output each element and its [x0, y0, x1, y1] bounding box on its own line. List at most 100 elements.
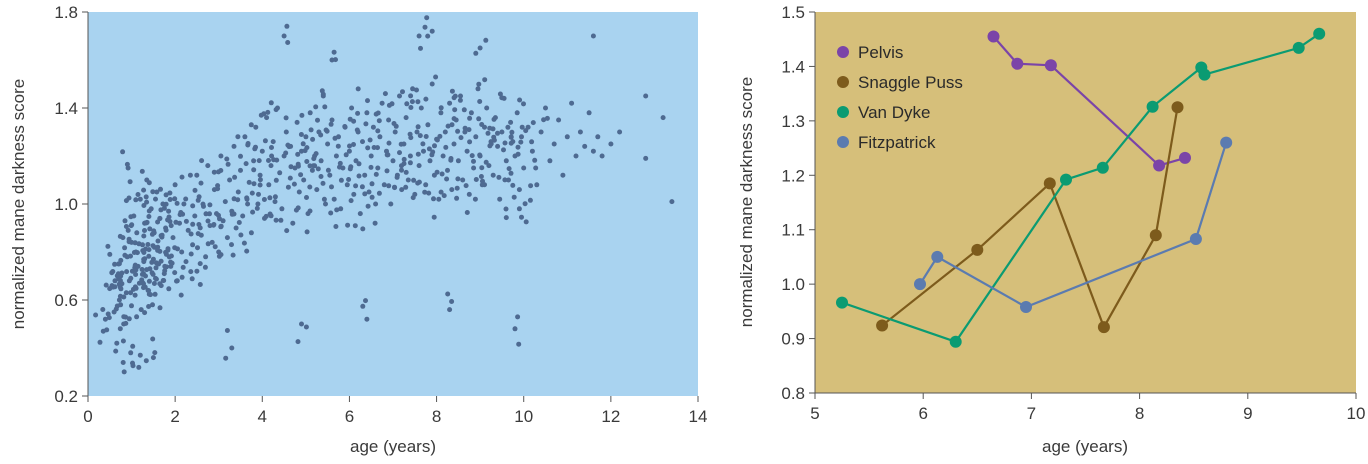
scatter-point: [109, 270, 115, 276]
scatter-point: [527, 197, 533, 203]
line-y-tick-label: 0.8: [781, 384, 805, 403]
scatter-point: [190, 203, 196, 209]
scatter-point: [257, 177, 263, 183]
scatter-point: [113, 348, 119, 354]
scatter-point: [298, 172, 304, 178]
scatter-point: [503, 206, 509, 212]
scatter-point: [170, 235, 176, 241]
scatter-x-tick-label: 4: [258, 407, 267, 426]
scatter-point: [355, 86, 361, 92]
series-point-van-dyke: [1313, 27, 1326, 40]
line-x-tick-label: 6: [918, 404, 927, 423]
scatter-point: [449, 187, 455, 193]
scatter-point: [515, 144, 521, 150]
scatter-point: [218, 153, 224, 159]
scatter-point: [496, 174, 502, 180]
scatter-point: [174, 200, 180, 206]
scatter-point: [502, 177, 508, 183]
scatter-point: [146, 247, 152, 253]
scatter-point: [369, 181, 375, 187]
scatter-x-tick-label: 10: [514, 407, 533, 426]
scatter-point: [371, 145, 377, 150]
scatter-point: [392, 185, 398, 191]
scatter-point: [415, 180, 421, 186]
scatter-point: [411, 177, 417, 183]
scatter-point: [430, 149, 436, 155]
scatter-point: [410, 86, 416, 92]
scatter-point: [375, 165, 381, 171]
scatter-axes: 0 2 4 6 8 10 12 14 0.2 0.6 1.0 1.4 1.8: [54, 3, 707, 426]
scatter-point: [251, 158, 257, 164]
scatter-point: [643, 93, 649, 99]
scatter-point: [447, 307, 453, 313]
scatter-point: [150, 189, 156, 195]
scatter-point: [464, 148, 470, 154]
scatter-point: [150, 336, 156, 342]
scatter-point: [180, 264, 186, 270]
scatter-point: [200, 201, 206, 207]
scatter-point: [410, 195, 416, 201]
scatter-point: [437, 133, 443, 139]
scatter-point: [364, 110, 370, 116]
scatter-point: [403, 184, 409, 190]
scatter-point: [512, 326, 518, 332]
scatter-point: [248, 122, 254, 128]
scatter-point: [153, 276, 159, 282]
scatter-point: [556, 117, 562, 123]
scatter-point: [372, 220, 378, 226]
scatter-point: [295, 151, 301, 157]
scatter-point: [477, 99, 483, 104]
scatter-point: [488, 141, 494, 147]
scatter-point: [455, 176, 461, 182]
scatter-point: [142, 310, 148, 316]
scatter-point: [304, 145, 310, 151]
scatter-point: [432, 143, 437, 149]
scatter-point: [522, 201, 528, 207]
scatter-point: [163, 201, 169, 207]
scatter-point: [478, 174, 484, 179]
scatter-x-tick-label: 6: [345, 407, 354, 426]
scatter-point: [231, 143, 237, 149]
scatter-point: [121, 369, 127, 375]
scatter-point: [307, 208, 313, 214]
scatter-point: [93, 312, 99, 318]
scatter-point: [161, 271, 167, 277]
scatter-point: [569, 100, 575, 106]
scatter-point: [669, 199, 675, 205]
scatter-points: [93, 15, 675, 375]
scatter-point: [348, 198, 354, 204]
scatter-point: [148, 292, 153, 298]
scatter-point: [351, 191, 357, 197]
scatter-point: [329, 184, 334, 190]
scatter-point: [235, 189, 241, 195]
series-point-fitzpatrick: [1220, 136, 1233, 149]
scatter-point: [347, 143, 352, 149]
scatter-point: [307, 163, 313, 169]
scatter-point: [590, 148, 596, 154]
scatter-point: [538, 129, 544, 135]
scatter-point: [194, 172, 200, 178]
scatter-point: [333, 224, 339, 229]
scatter-point: [126, 195, 132, 201]
scatter-point: [248, 230, 254, 236]
scatter-point: [365, 145, 371, 151]
scatter-point: [431, 196, 436, 202]
scatter-point: [404, 101, 410, 107]
scatter-point: [116, 281, 122, 287]
scatter-point: [240, 213, 246, 219]
scatter-point: [455, 128, 461, 134]
scatter-point: [506, 166, 512, 172]
scatter-point: [177, 220, 182, 226]
series-point-fitzpatrick: [914, 278, 926, 291]
scatter-point: [136, 364, 142, 370]
scatter-point: [510, 182, 516, 188]
scatter-point: [103, 282, 109, 288]
scatter-point: [345, 222, 351, 228]
scatter-point: [363, 121, 369, 127]
scatter-point: [253, 144, 258, 150]
scatter-point: [162, 263, 168, 269]
scatter-point: [426, 146, 432, 152]
scatter-point: [370, 124, 376, 130]
scatter-point: [144, 199, 150, 205]
scatter-point: [152, 291, 158, 297]
